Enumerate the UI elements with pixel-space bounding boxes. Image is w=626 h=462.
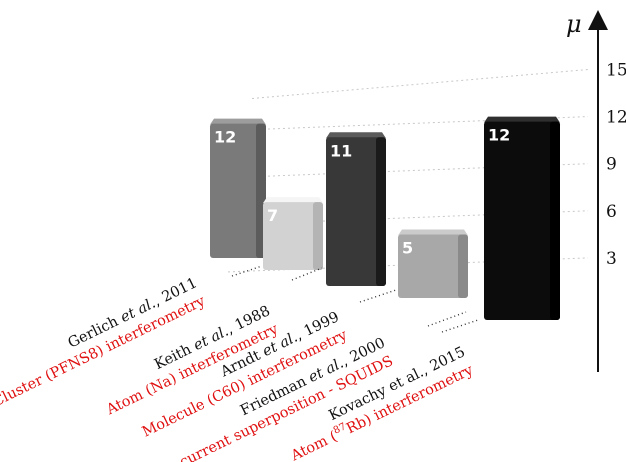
bar: 5 (398, 229, 468, 298)
bar-side-shade (313, 202, 323, 270)
bar-side-shade (376, 137, 386, 286)
tick-label: 12 (606, 108, 626, 128)
leader-line (427, 311, 467, 327)
bar-value-label: 12 (488, 126, 510, 145)
leader-line (359, 289, 397, 303)
tick-label: 6 (606, 202, 617, 222)
leader-line (291, 267, 323, 281)
bar-front (210, 123, 266, 258)
bar-side-shade (458, 234, 468, 298)
bar-front (263, 202, 323, 270)
tick-label: 9 (606, 155, 617, 175)
bar: 7 (263, 197, 323, 270)
bar-value-label: 12 (214, 128, 236, 147)
tick-label: 3 (606, 249, 617, 269)
bar: 12 (484, 116, 560, 320)
bar: 11 (326, 132, 386, 286)
leader-line (441, 319, 479, 333)
bar-front (484, 121, 560, 320)
tick-label: 15 (606, 61, 626, 81)
subtitle-pre: Atom ( (288, 429, 340, 462)
bar-front (326, 137, 386, 286)
bar-side-shade (550, 121, 560, 320)
bar-top (484, 116, 560, 123)
subtitle-sup: 87 (332, 421, 348, 436)
bar-top (263, 197, 323, 204)
bar-top (210, 118, 266, 125)
tick-labels: 3 6 9 12 15 (606, 61, 626, 269)
leader-line (231, 265, 263, 277)
bar: 12 (210, 118, 266, 258)
bars: 12 7 11 5 12 (210, 116, 560, 320)
grid-line (251, 69, 589, 99)
bar-front (398, 234, 468, 298)
bar-value-label: 5 (402, 239, 413, 258)
mu-axis: μ (566, 10, 608, 372)
bar-top (326, 132, 386, 139)
bar-top (398, 229, 468, 236)
bar-value-label: 11 (330, 141, 352, 160)
bar-value-label: 7 (267, 206, 278, 225)
axis-label: μ (566, 10, 582, 38)
